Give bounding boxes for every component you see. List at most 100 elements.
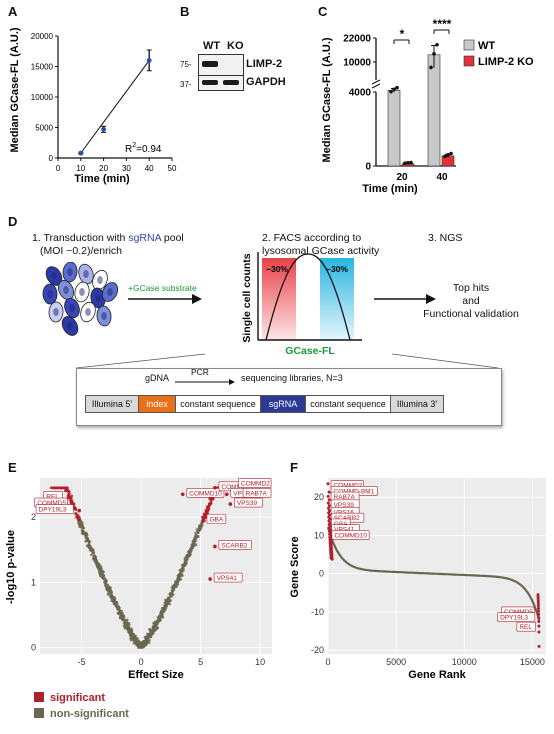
non-significant-point	[169, 591, 172, 595]
top-hit-point	[326, 506, 330, 510]
non-significant-point	[179, 573, 182, 577]
non-significant-point	[99, 574, 102, 578]
panel-f-xtick-label: 0	[325, 657, 330, 667]
panel-c-replicate-dot	[409, 160, 413, 165]
gdna-label: gDNA	[145, 373, 170, 383]
point-label-rel: REL	[46, 494, 59, 501]
significant-point	[64, 488, 68, 491]
rank-label-commd10: COMMD10	[334, 532, 367, 539]
panel-e-xtick-label: 5	[198, 657, 203, 667]
non-significant-point	[77, 521, 81, 524]
non-significant-point	[109, 588, 112, 591]
panel-a-xtick-label: 10	[76, 164, 85, 173]
cell-nucleus	[85, 308, 91, 316]
bottom-hit-point	[537, 612, 541, 616]
panel-letter-f: F	[290, 460, 298, 475]
non-significant-point	[176, 575, 180, 579]
cell-nucleus	[67, 322, 73, 330]
significance-stars-40: ****	[433, 17, 452, 31]
non-significant-point	[102, 577, 105, 580]
panel-f-ytick-label: 10	[314, 530, 324, 540]
non-significant-point	[165, 603, 168, 606]
non-significant-point	[97, 562, 100, 566]
gapdh-band-ko	[223, 80, 239, 85]
step2-text: 2. FACS according to lysosomal GCase acti…	[262, 232, 380, 257]
non-significant-point	[122, 618, 125, 621]
panel-a-ytick-label: 15000	[31, 63, 54, 72]
significant-point	[203, 516, 206, 520]
non-significant-point	[150, 630, 153, 634]
cell-nucleus	[101, 312, 107, 320]
panel-c-ytick-label: 22000	[343, 34, 371, 45]
labeled-point	[228, 502, 233, 506]
cell-nucleus	[63, 286, 69, 294]
non-significant-point	[129, 635, 133, 638]
panel-c-replicate-dot	[432, 52, 436, 56]
non-significant-point	[85, 539, 88, 542]
panel-letter-c: C	[318, 4, 328, 19]
limp2-band-wt	[202, 61, 218, 67]
panel-f-ytick-label: -10	[311, 607, 324, 617]
non-significant-point	[94, 555, 97, 558]
panel-letter-d: D	[8, 214, 18, 229]
limp2-blot-strip	[198, 54, 244, 76]
non-significant-point	[195, 528, 199, 531]
significant-point	[64, 486, 67, 490]
pcr-arrow	[175, 379, 235, 385]
panel-e-xlabel: Effect Size	[128, 669, 184, 681]
non-significant-point	[189, 550, 192, 554]
panel-a-xtick-label: 20	[99, 164, 108, 173]
non-significant-point	[84, 533, 87, 537]
non-significant-point	[130, 627, 133, 631]
point-label-gba: GBA	[209, 516, 223, 523]
legend-label-wt: WT	[478, 40, 495, 52]
bottom-hit-point	[537, 644, 541, 648]
panel-c-ytick-label: 10000	[343, 58, 371, 69]
gate-high	[320, 258, 354, 340]
segment-constant-2: constant sequence	[306, 396, 391, 412]
non-significant-point	[153, 629, 157, 632]
point-label-commd2: COMMD2	[241, 481, 270, 488]
point-label-box	[35, 504, 74, 514]
non-significant-point	[81, 529, 85, 532]
non-significant-point	[98, 567, 101, 571]
cell-nucleus	[95, 294, 101, 302]
significant-point	[209, 500, 213, 504]
top-hit-point	[327, 504, 331, 508]
panel-f-xlabel: Gene Rank	[408, 669, 466, 681]
non-significant-point	[161, 607, 165, 610]
panel-c-ylabel: Median GCase-FL (A.U.)	[321, 37, 333, 162]
panel-a-xtick-label: 0	[56, 164, 61, 173]
significant-point	[208, 502, 211, 506]
gate-low	[262, 258, 296, 340]
non-significant-point	[174, 580, 177, 583]
non-significant-point	[164, 607, 167, 610]
gate-high-label: ~30%	[326, 264, 348, 274]
non-significant-point	[160, 610, 164, 613]
point-label-box	[234, 497, 263, 508]
non-significant-point	[90, 547, 93, 551]
panel-c-replicate-dot	[429, 65, 433, 70]
non-significant-point	[149, 635, 152, 639]
bottom-hit-point	[537, 630, 541, 634]
panel-c-ytick-label: 4000	[349, 88, 372, 99]
panel-e-xtick-label: 0	[139, 657, 144, 667]
non-significant-point	[182, 564, 186, 568]
marker-37: 37-	[180, 80, 192, 89]
non-significant-point	[104, 582, 108, 585]
cell-nucleus	[69, 304, 75, 312]
point-label-box	[516, 621, 536, 632]
top-hit-point	[326, 501, 330, 505]
non-significant-point	[189, 547, 193, 551]
cell-pool-illustration	[42, 262, 119, 336]
non-significant-point	[146, 638, 149, 642]
non-significant-point	[90, 553, 93, 557]
non-significant-point	[104, 584, 107, 587]
facs-ylabel: Single cell counts	[241, 253, 253, 342]
panel-c-replicate-dot	[449, 151, 453, 156]
lane-label-wt: WT	[203, 40, 221, 52]
amplicon-structure: Illumina 5' index constant sequence sgRN…	[85, 395, 444, 413]
point-label-vps41: VPS41	[217, 575, 238, 582]
cell-nucleus	[47, 290, 53, 298]
